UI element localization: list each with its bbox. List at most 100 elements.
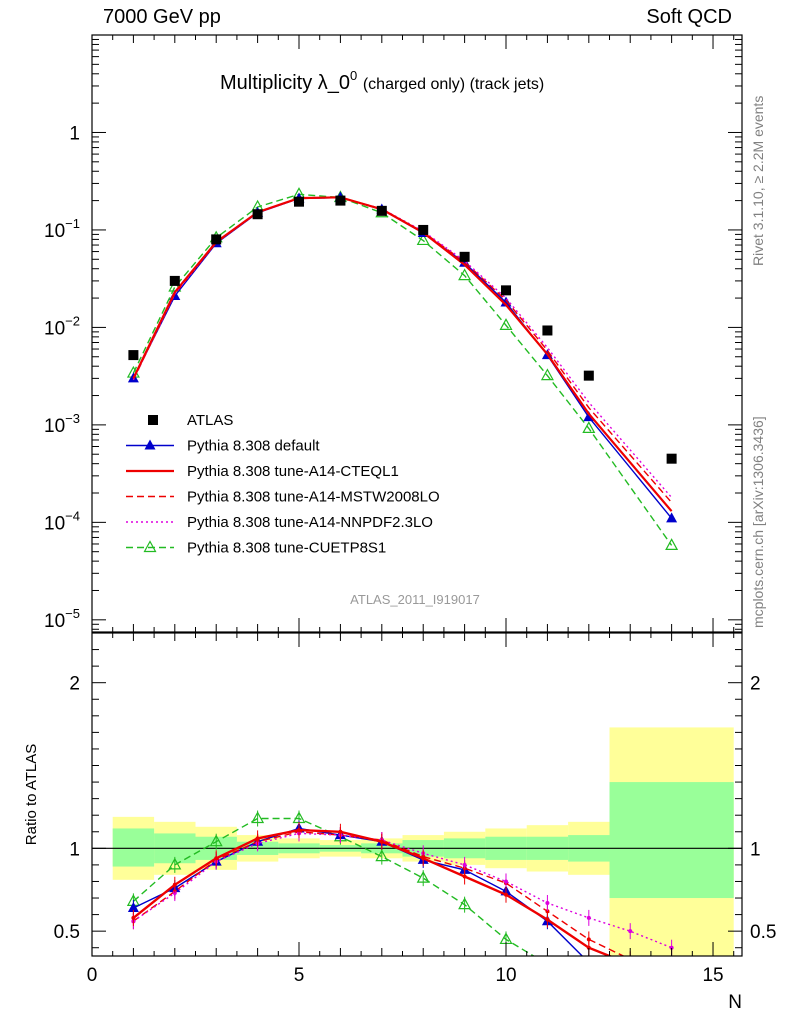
main-series-marker [665, 538, 679, 551]
main-series-marker [458, 268, 472, 281]
atlas-data-point [252, 209, 263, 220]
plot-title: Multiplicity λ_00 (charged only) (track … [220, 68, 544, 95]
plot-title-main: Multiplicity λ_0 [220, 72, 351, 94]
ratio-y-tick-label-right: 2 [750, 674, 761, 695]
ratio-series-marker [127, 901, 139, 912]
y-tick-label-exponent: −1 [65, 216, 80, 231]
y-tick-label: 10−1 [44, 216, 80, 242]
ratio-series-marker [131, 915, 136, 920]
main-series-marker [666, 512, 678, 523]
y-tick-label-base: 10 [44, 513, 65, 534]
legend-label: Pythia 8.308 tune-A14-MSTW2008LO [187, 489, 440, 506]
y-tick-label: 1 [69, 123, 80, 144]
legend-marker-atlas [148, 415, 158, 425]
analysis-watermark: ATLAS_2011_I919017 [350, 592, 480, 607]
y-tick-label-exponent: −4 [65, 508, 80, 523]
legend: ATLAS Pythia 8.308 default Pythia 8.308 tu… [126, 412, 440, 557]
ratio-y-tick-label: 2 [69, 674, 80, 695]
y-tick-label-exponent: −3 [65, 411, 80, 426]
main-series-marker [499, 318, 513, 330]
atlas-data-point [666, 453, 677, 464]
ratio-y-tick-label-right: 0.5 [750, 922, 776, 943]
ratio-frame [91, 632, 743, 957]
ratio-series-marker [255, 836, 260, 841]
ratio-series-marker [172, 882, 177, 887]
ratio-series-marker [586, 915, 591, 920]
legend-marker [144, 439, 156, 450]
legend-label: Pythia 8.308 tune-CUETP8S1 [187, 540, 386, 557]
ratio-series-marker [628, 962, 632, 966]
atlas-data-point [128, 350, 139, 361]
ratio-y-tick-label: 1 [69, 839, 80, 860]
legend-label: ATLAS [187, 412, 233, 429]
y-tick-label: 10−3 [44, 411, 80, 437]
y-tick-label: 10−5 [44, 606, 80, 632]
axis-ticks [91, 34, 742, 956]
ratio-series-marker [586, 945, 591, 950]
plot-title-suffix: (charged only) (track jets) [362, 76, 545, 93]
y-tick-label-base: 10 [44, 416, 65, 437]
legend-label: Pythia 8.308 tune-A14-NNPDF2.3LO [187, 514, 433, 531]
ratio-series-marker [416, 870, 430, 883]
ratio-series-marker [628, 957, 632, 961]
band-green [609, 782, 734, 899]
header-energy-label: 7000 GeV pp [103, 6, 221, 28]
ratio-series-marker [628, 929, 633, 934]
ratio-series-marker [669, 945, 674, 950]
ratio-series-marker [462, 874, 467, 879]
atlas-data-point [211, 234, 222, 245]
main-series-marker [416, 233, 430, 246]
ratio-series-marker [545, 917, 550, 922]
ratio-series-marker [462, 862, 467, 867]
atlas-data-point [335, 195, 346, 206]
ratio-y-axis-label: Ratio to ATLAS [23, 744, 40, 845]
header-category-label: Soft QCD [646, 6, 732, 28]
x-tick-label: 10 [495, 965, 516, 986]
atlas-data-point [169, 275, 180, 286]
y-tick-label-exponent: −5 [65, 606, 80, 621]
ratio-series-marker [379, 839, 384, 844]
ratio-series-marker [209, 834, 223, 847]
ratio-series-marker [421, 856, 426, 861]
main-series-marker [582, 421, 596, 434]
ratio-series-marker [168, 857, 182, 870]
atlas-data-point [376, 205, 387, 216]
x-tick-label: 5 [294, 965, 305, 986]
ratio-series-marker [338, 829, 343, 834]
ratio-series-marker [545, 909, 550, 914]
ratio-series-marker [172, 891, 177, 896]
atlas-data-point [501, 285, 512, 296]
plot-title-superscript: 0 [350, 68, 358, 83]
main-frame [91, 34, 743, 633]
ratio-series-marker [545, 900, 550, 905]
ratio-series-marker [504, 892, 509, 897]
main-series-group [126, 187, 679, 551]
y-tick-label-base: 10 [44, 611, 65, 632]
ratio-series-marker [458, 897, 472, 910]
ratio-y-tick-label-right: 1 [750, 839, 761, 860]
y-tick-label-exponent: −2 [65, 313, 80, 328]
legend-label: Pythia 8.308 tune-A14-CTEQL1 [187, 463, 399, 480]
ratio-y-tick-label: 0.5 [54, 922, 80, 943]
atlas-data-point [294, 196, 305, 207]
legend-marker [143, 540, 157, 553]
y-tick-label-base: 10 [44, 221, 65, 242]
atlas-data-point [583, 370, 594, 381]
ratio-series-marker [583, 957, 594, 967]
x-tick-label: 15 [702, 965, 723, 986]
ratio-series-marker [297, 828, 302, 833]
ratio-series-marker [586, 937, 591, 942]
atlas-data-point [459, 251, 470, 262]
x-axis-label: N [728, 992, 742, 1013]
y-tick-label-base: 10 [44, 318, 65, 339]
x-tick-label: 0 [87, 965, 98, 986]
atlas-data-point [418, 224, 429, 235]
ratio-series-marker [375, 849, 389, 862]
ratio-series-marker [542, 958, 553, 968]
ratio-series-marker [251, 811, 265, 824]
y-tick-label: 10−2 [44, 313, 80, 339]
y-tick-label: 10−4 [44, 508, 80, 534]
main-series-marker [540, 368, 554, 381]
ratio-series-marker [214, 856, 219, 861]
